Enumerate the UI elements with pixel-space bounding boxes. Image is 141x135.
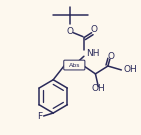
Text: O: O [91, 25, 98, 34]
Text: O: O [67, 27, 74, 36]
FancyBboxPatch shape [64, 60, 85, 70]
Text: O: O [107, 52, 114, 61]
Text: F: F [37, 112, 42, 122]
Text: OH: OH [123, 65, 137, 74]
Text: OH: OH [92, 84, 105, 93]
Text: NH: NH [86, 49, 99, 58]
Text: Abs: Abs [69, 63, 80, 68]
